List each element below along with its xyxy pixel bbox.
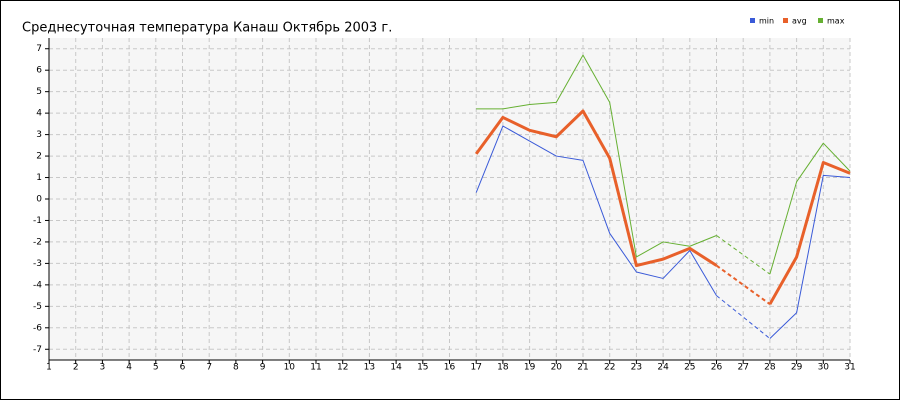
series-line (476, 54, 851, 275)
x-tick-label: 16 (444, 363, 456, 373)
y-tick-label: 0 (36, 195, 42, 205)
x-tick-label: 10 (284, 363, 296, 373)
y-tick-label: 2 (36, 152, 42, 162)
y-tick-label: -1 (33, 216, 42, 226)
x-tick-label: 11 (310, 363, 321, 373)
x-tick-label: 6 (180, 363, 186, 373)
legend-swatch (818, 18, 823, 23)
x-tick-label: 1 (46, 363, 52, 373)
x-tick-label: 18 (497, 363, 509, 373)
legend-label: max (827, 17, 845, 26)
x-tick-label: 29 (791, 363, 803, 373)
y-tick-label: 6 (36, 66, 42, 76)
x-tick-label: 15 (417, 363, 428, 373)
x-tick-label: 26 (711, 363, 723, 373)
x-tick-label: 4 (126, 363, 132, 373)
y-tick-label: -3 (33, 259, 42, 269)
x-tick-label: 17 (470, 363, 481, 373)
y-tick-label: -6 (33, 323, 42, 333)
x-tick-label: 21 (577, 363, 588, 373)
x-tick-label: 7 (206, 363, 212, 373)
y-tick-label: -7 (33, 345, 42, 355)
x-tick-label: 9 (260, 363, 266, 373)
x-tick-label: 25 (684, 363, 695, 373)
x-tick-label: 12 (337, 363, 348, 373)
x-tick-label: 13 (364, 363, 375, 373)
gap-bridge (716, 235, 771, 275)
y-tick-label: -5 (33, 302, 42, 312)
x-tick-label: 27 (737, 363, 748, 373)
y-tick-label: 5 (36, 87, 42, 97)
y-tick-label: 4 (36, 109, 42, 119)
x-tick-label: 8 (233, 363, 239, 373)
y-tick-label: -4 (33, 280, 42, 290)
x-tick-label: 3 (100, 363, 106, 373)
x-tick-label: 5 (153, 363, 159, 373)
y-tick-label: -2 (33, 237, 42, 247)
chart-title: Среднесуточная температура Канаш Октябрь… (22, 21, 392, 36)
gap-bridge (716, 295, 771, 339)
x-tick-label: 19 (524, 363, 536, 373)
y-tick-label: 3 (36, 130, 42, 140)
x-tick-label: 23 (631, 363, 642, 373)
x-tick-label: 30 (818, 363, 830, 373)
x-tick-label: 31 (844, 363, 855, 373)
legend-label: min (759, 17, 774, 26)
legend-swatch (783, 18, 788, 23)
series-line (474, 109, 851, 305)
x-tick-label: 14 (390, 363, 402, 373)
x-tick-label: 22 (604, 363, 615, 373)
x-tick-label: 28 (764, 363, 776, 373)
y-tick-label: 1 (36, 173, 42, 183)
gap-bridge (715, 264, 771, 305)
legend-label: avg (792, 17, 807, 26)
y-tick-label: 7 (36, 44, 42, 54)
x-tick-label: 24 (657, 363, 669, 373)
series-line (475, 125, 851, 339)
x-tick-label: 20 (551, 363, 563, 373)
legend-swatch (750, 18, 755, 23)
x-tick-label: 2 (73, 363, 79, 373)
